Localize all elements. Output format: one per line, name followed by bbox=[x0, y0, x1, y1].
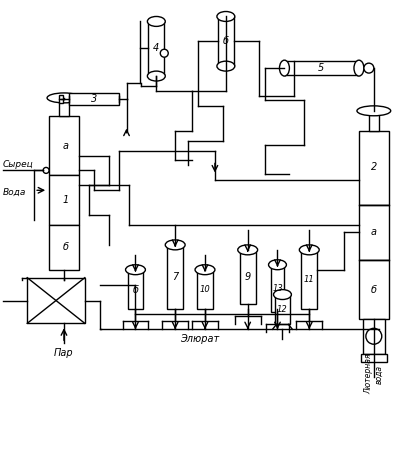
Text: Вода: Вода bbox=[2, 188, 26, 197]
Text: б: б bbox=[370, 285, 376, 295]
Ellipse shape bbox=[216, 11, 234, 22]
Bar bbox=[301, 250, 316, 309]
Bar bbox=[167, 245, 183, 309]
Ellipse shape bbox=[298, 245, 318, 255]
Text: 9: 9 bbox=[244, 272, 250, 282]
Text: б: б bbox=[222, 36, 228, 46]
Ellipse shape bbox=[125, 265, 145, 274]
Ellipse shape bbox=[353, 60, 363, 76]
Text: 12: 12 bbox=[276, 305, 287, 314]
Text: б: б bbox=[63, 242, 69, 252]
Ellipse shape bbox=[273, 290, 291, 300]
Bar bbox=[217, 17, 233, 66]
Text: 2: 2 bbox=[370, 162, 376, 173]
Text: Элюрат: Элюрат bbox=[180, 334, 219, 344]
Ellipse shape bbox=[237, 245, 257, 255]
Bar bbox=[127, 270, 143, 309]
Ellipse shape bbox=[147, 71, 165, 81]
Bar bbox=[196, 270, 212, 309]
Text: а: а bbox=[370, 227, 376, 237]
Ellipse shape bbox=[279, 60, 289, 76]
Text: Пар: Пар bbox=[54, 348, 74, 358]
Bar bbox=[358, 131, 388, 205]
Text: 13: 13 bbox=[271, 284, 282, 293]
Ellipse shape bbox=[268, 260, 286, 270]
Bar bbox=[270, 265, 284, 313]
Ellipse shape bbox=[47, 93, 81, 103]
Text: а: а bbox=[63, 140, 69, 151]
Circle shape bbox=[160, 49, 168, 57]
Ellipse shape bbox=[216, 61, 234, 71]
Bar bbox=[274, 295, 290, 325]
Circle shape bbox=[43, 168, 49, 174]
Ellipse shape bbox=[194, 265, 214, 274]
Text: 7: 7 bbox=[172, 272, 178, 282]
Bar bbox=[69, 93, 118, 105]
Bar bbox=[49, 175, 79, 225]
Ellipse shape bbox=[147, 17, 165, 27]
Text: 3: 3 bbox=[90, 94, 97, 104]
Text: 1: 1 bbox=[63, 195, 69, 205]
Text: 11: 11 bbox=[303, 275, 314, 284]
Ellipse shape bbox=[356, 106, 390, 116]
Circle shape bbox=[363, 63, 373, 73]
Text: 10: 10 bbox=[199, 285, 210, 294]
Bar bbox=[360, 354, 386, 362]
Bar bbox=[239, 250, 255, 304]
Bar bbox=[368, 111, 378, 131]
Bar bbox=[148, 22, 164, 76]
Bar bbox=[49, 225, 79, 270]
Bar bbox=[358, 205, 388, 260]
Ellipse shape bbox=[165, 240, 185, 250]
Text: Лютерная
вода: Лютерная вода bbox=[363, 354, 383, 394]
Bar bbox=[362, 319, 384, 354]
Bar bbox=[284, 61, 358, 75]
Bar bbox=[49, 116, 79, 175]
Text: 4: 4 bbox=[153, 43, 159, 53]
Text: Сырец: Сырец bbox=[2, 160, 33, 169]
Bar bbox=[59, 98, 69, 116]
Circle shape bbox=[365, 328, 381, 344]
Bar bbox=[358, 260, 388, 319]
Bar bbox=[59, 95, 63, 103]
Text: 5: 5 bbox=[317, 63, 324, 73]
Bar bbox=[27, 278, 85, 323]
Text: б: б bbox=[132, 285, 138, 295]
